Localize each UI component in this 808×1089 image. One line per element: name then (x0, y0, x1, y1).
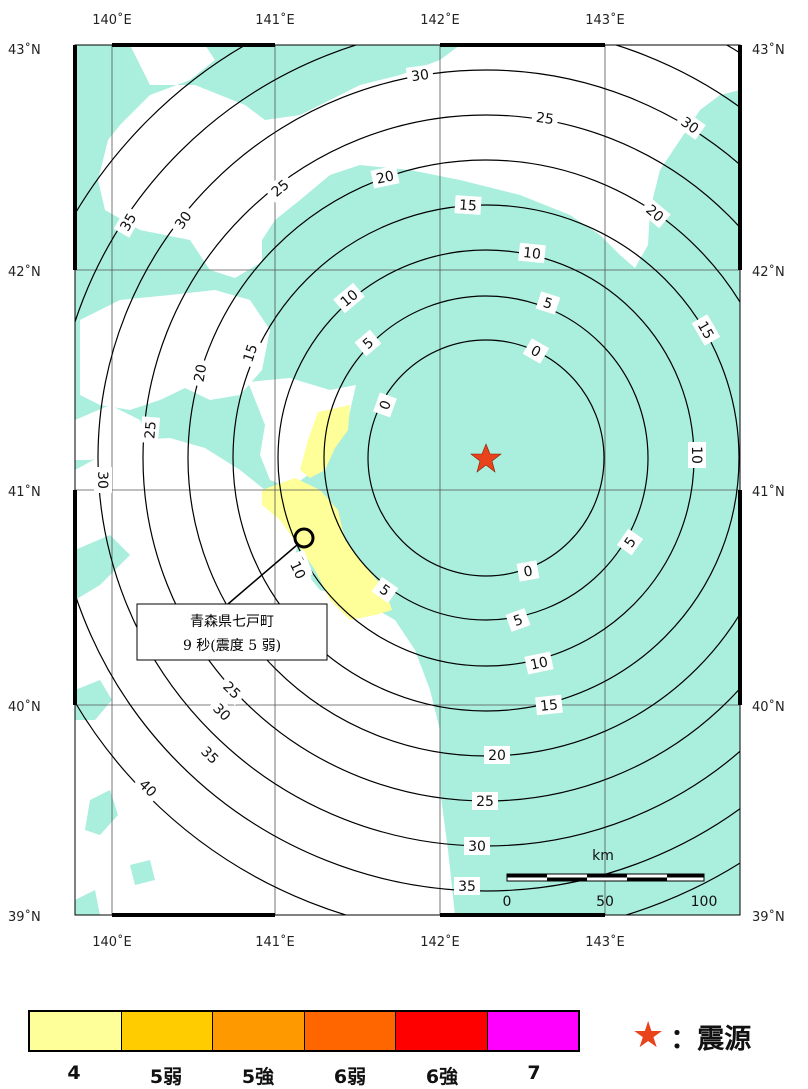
contour-label: 10 (522, 245, 541, 263)
longitude-labels-top: 140˚E 141˚E 142˚E 143˚E (92, 12, 625, 28)
epicenter-legend: ★ ：震源 (632, 1016, 751, 1056)
contour-label: 15 (241, 342, 262, 364)
contour-35s (75, 45, 740, 892)
svg-text:40˚N: 40˚N (8, 699, 41, 715)
epicenter-star-icon: ★ (632, 1015, 665, 1056)
contour-label: 35 (458, 879, 476, 895)
legend-label: 6弱 (333, 1066, 367, 1088)
svg-text:43˚N: 43˚N (8, 42, 41, 58)
station-detail: 9 秒(震度 5 弱) (183, 638, 281, 654)
svg-text:42˚N: 42˚N (8, 264, 41, 280)
contour-label: 10 (529, 654, 550, 673)
scale-unit-label: km (592, 848, 614, 864)
scale-bar: km 0 50 100 (503, 848, 718, 910)
legend-label: 5弱 (149, 1066, 183, 1088)
contour-0s (367, 339, 605, 577)
legend-swatch-5-lower (121, 1012, 213, 1050)
longitude-labels-bottom: 140˚E 141˚E 142˚E 143˚E (92, 934, 625, 950)
contour-label: 20 (488, 748, 506, 764)
latitude-labels-right: 43˚N 42˚N 41˚N 40˚N 39˚N (752, 42, 785, 925)
land-hokkaido (98, 45, 740, 278)
contour-label: 30 (468, 839, 486, 855)
svg-text:39˚N: 39˚N (8, 909, 41, 925)
map-figure: 30 25 20 15 10 5 0 30 25 20 15 10 5 35 3… (8, 12, 785, 950)
svg-text:141˚E: 141˚E (255, 12, 295, 28)
land-tsugaru (75, 405, 150, 460)
station-name: 青森県七戸町 (190, 614, 274, 630)
land-honshu (75, 438, 455, 915)
svg-text:41˚N: 41˚N (8, 484, 41, 500)
contour-label: 10 (688, 446, 704, 464)
svg-text:141˚E: 141˚E (255, 934, 295, 950)
contour-label: 20 (192, 363, 211, 383)
contour-15s (232, 204, 740, 712)
contour-5s (323, 295, 649, 621)
contour-label: 10 (286, 559, 308, 582)
contour-label: 30 (94, 471, 110, 489)
svg-text:142˚E: 142˚E (420, 12, 460, 28)
svg-text:41˚N: 41˚N (752, 484, 785, 500)
svg-text:140˚E: 140˚E (92, 934, 132, 950)
sea-patches (75, 535, 155, 915)
map-frame (74, 44, 741, 916)
legend-swatch-6-lower (304, 1012, 396, 1050)
epicenter-legend-label: ：震源 (670, 1023, 752, 1055)
epicenter-star-icon (470, 443, 502, 473)
contour-label: 25 (476, 794, 494, 810)
legend-swatch-5-upper (213, 1012, 305, 1050)
contour-label: 25 (535, 110, 555, 128)
svg-text:42˚N: 42˚N (752, 264, 785, 280)
contour-label: 25 (142, 421, 159, 440)
svg-text:142˚E: 142˚E (420, 934, 460, 950)
svg-text:143˚E: 143˚E (585, 12, 625, 28)
frame-ticks (73, 43, 742, 917)
legend-swatch-6-upper (396, 1012, 488, 1050)
svg-text:43˚N: 43˚N (752, 42, 785, 58)
contour-label: 20 (375, 168, 396, 187)
scale-label: 0 (503, 894, 512, 910)
legend-label: 5強 (241, 1066, 275, 1088)
svg-text:143˚E: 143˚E (585, 934, 625, 950)
contour-label: 0 (522, 563, 534, 580)
legend-swatch-4 (30, 1012, 122, 1050)
intensity-legend-labels: 4 5弱 5強 6弱 6強 7 (28, 1062, 580, 1088)
scale-label: 50 (596, 894, 614, 910)
legend-label: 6強 (425, 1066, 459, 1088)
latitude-labels-left: 43˚N 42˚N 41˚N 40˚N 39˚N (8, 42, 41, 925)
intensity-legend (28, 1010, 580, 1052)
station-marker-icon (293, 527, 315, 549)
contour-label: 15 (458, 197, 477, 214)
legend-swatch-7 (487, 1012, 578, 1050)
contour-label: 30 (410, 67, 430, 85)
contour-label: 35 (117, 211, 140, 234)
legend-label: 4 (67, 1062, 81, 1084)
scale-label: 100 (691, 894, 718, 910)
station-callout: 青森県七戸町 9 秒(震度 5 弱) (136, 603, 328, 661)
legend-label: 7 (527, 1062, 541, 1084)
contour-label: 15 (694, 319, 717, 342)
svg-text:40˚N: 40˚N (752, 699, 785, 715)
contour-label: 15 (539, 697, 558, 715)
svg-text:39˚N: 39˚N (752, 909, 785, 925)
svg-text:140˚E: 140˚E (92, 12, 132, 28)
graticule (75, 45, 740, 915)
